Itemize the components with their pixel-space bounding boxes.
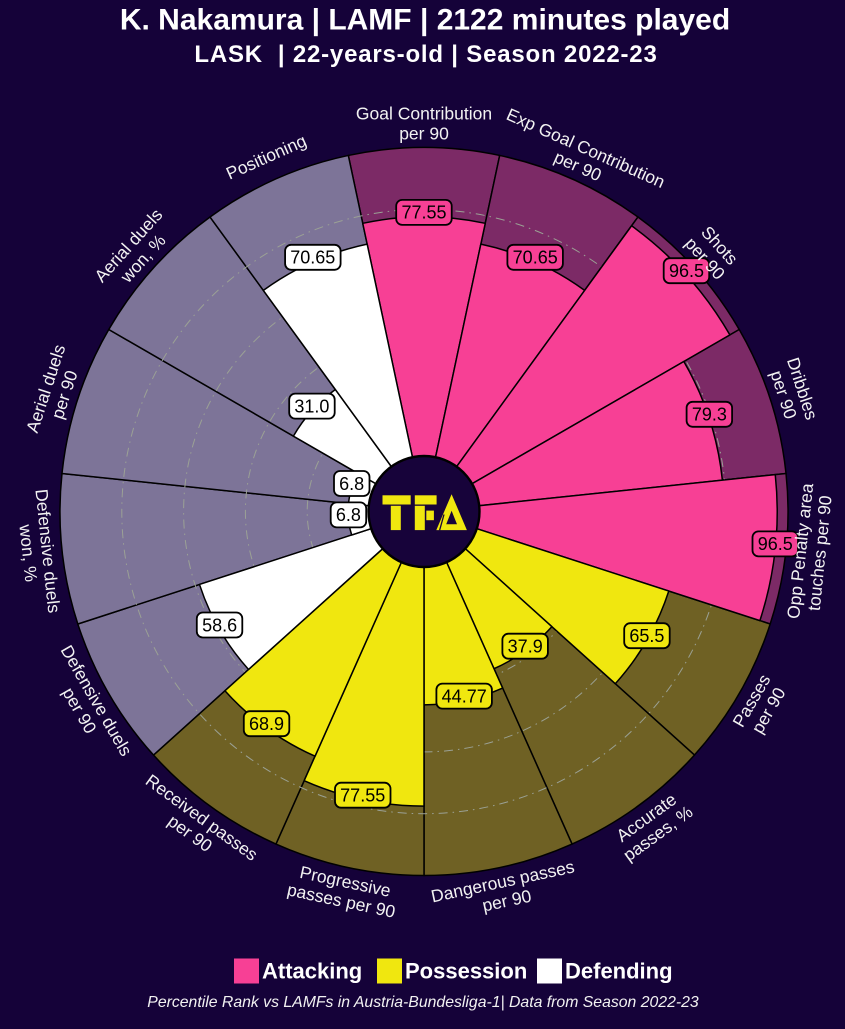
svg-text:37.9: 37.9 (508, 637, 543, 657)
svg-text:77.55: 77.55 (401, 203, 446, 223)
svg-text:96.5: 96.5 (669, 261, 704, 281)
svg-text:70.65: 70.65 (290, 248, 335, 268)
svg-text:Attacking: Attacking (262, 959, 362, 984)
svg-text:70.65: 70.65 (513, 248, 558, 268)
svg-text:Goal Contribution: Goal Contribution (356, 104, 492, 124)
svg-text:77.55: 77.55 (340, 786, 385, 806)
svg-text:44.77: 44.77 (442, 686, 487, 706)
svg-text:58.6: 58.6 (202, 615, 237, 635)
svg-text:Possession: Possession (405, 959, 527, 984)
svg-text:6.8: 6.8 (339, 474, 364, 494)
svg-text:96.5: 96.5 (758, 534, 793, 554)
svg-text:K. Nakamura | LAMF | 2122 minu: K. Nakamura | LAMF | 2122 minutes played (120, 4, 730, 37)
svg-text:79.3: 79.3 (692, 405, 727, 425)
svg-text:Defending: Defending (565, 959, 673, 984)
svg-text:LASK | 22-years-old | Season: LASK | 22-years-old | Season 2022-23 (194, 41, 657, 68)
svg-text:6.8: 6.8 (336, 505, 361, 525)
svg-text:31.0: 31.0 (294, 396, 329, 416)
svg-text:65.5: 65.5 (629, 626, 664, 646)
svg-text:68.9: 68.9 (249, 714, 284, 734)
svg-text:per 90: per 90 (399, 123, 449, 143)
svg-text:Percentile Rank vs LAMFs in Au: Percentile Rank vs LAMFs in Austria-Bund… (147, 994, 699, 1011)
